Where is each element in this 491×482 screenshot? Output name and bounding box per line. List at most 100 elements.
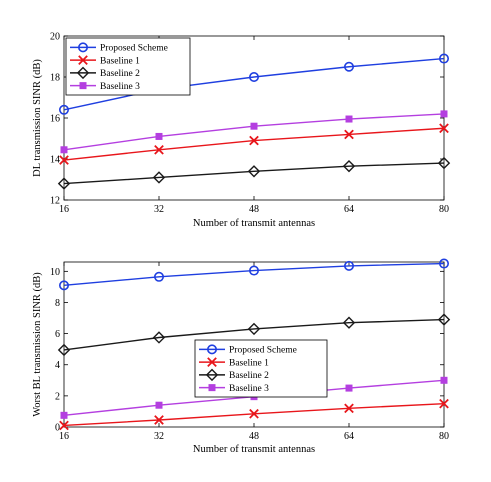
data-point <box>344 129 354 140</box>
data-point <box>155 132 163 140</box>
data-point <box>437 313 451 326</box>
y-tick-label: 18 <box>50 73 60 84</box>
x-axis-label: Number of transmit antennas <box>193 444 315 455</box>
data-point <box>437 156 451 170</box>
data-point <box>58 280 69 291</box>
legend-label: Baseline 1 <box>229 358 269 368</box>
data-point <box>247 322 261 336</box>
x-tick-label: 64 <box>344 431 354 442</box>
legend-marker <box>208 384 216 392</box>
series-3 <box>57 156 451 190</box>
data-point <box>250 122 258 130</box>
legend-item: Proposed Scheme <box>199 344 297 356</box>
y-tick-label: 8 <box>55 298 60 309</box>
data-point <box>440 110 448 118</box>
data-point <box>439 123 449 134</box>
data-point <box>58 104 69 115</box>
data-point <box>343 61 354 72</box>
legend-marker <box>207 344 218 355</box>
series-4 <box>60 110 448 154</box>
data-point <box>438 53 449 64</box>
data-point <box>249 408 259 419</box>
legend-label: Baseline 2 <box>229 371 269 381</box>
legend-label: Baseline 1 <box>100 56 140 66</box>
x-tick-label: 16 <box>59 204 69 215</box>
series-2 <box>59 398 449 431</box>
legend-item: Baseline 2 <box>70 66 140 80</box>
data-point <box>438 258 449 269</box>
series-line <box>63 162 445 185</box>
data-point <box>154 415 164 425</box>
x-tick-label: 16 <box>59 431 69 442</box>
legend-item: Proposed Scheme <box>70 42 168 54</box>
legend-item: Baseline 1 <box>199 357 269 368</box>
legend-marker <box>78 55 88 65</box>
legend-marker <box>78 42 89 53</box>
data-point <box>249 265 260 276</box>
y-tick-label: 6 <box>55 329 60 340</box>
legend-label: Baseline 2 <box>100 69 140 79</box>
data-point <box>440 376 448 384</box>
data-point <box>57 343 71 357</box>
legend-label: Baseline 3 <box>100 82 140 92</box>
x-tick-label: 32 <box>154 431 164 442</box>
legend-item: Baseline 3 <box>199 384 269 394</box>
y-axis-label: Worst BL transmission SINR (dB) <box>32 272 43 417</box>
chart-panel-2: 16 32 48 64 80 0 2 4 6 8 10 Number of transmit ante… <box>32 258 451 455</box>
series-1 <box>58 53 449 115</box>
legend-label: Baseline 3 <box>229 384 269 394</box>
data-point <box>439 398 449 409</box>
data-point <box>249 72 260 83</box>
legend: Proposed Scheme Baseline 1 Baseline 2 Basel… <box>194 339 328 398</box>
series-line <box>63 262 445 287</box>
data-point <box>342 159 356 173</box>
y-tick-label: 20 <box>50 32 60 43</box>
data-point <box>154 271 165 282</box>
data-point <box>343 260 354 271</box>
series-line <box>63 318 445 351</box>
data-point <box>60 411 68 419</box>
data-point <box>247 165 261 178</box>
x-tick-label: 64 <box>344 204 354 215</box>
data-point <box>60 146 68 154</box>
chart-panel-1: 16 32 48 64 80 12 14 16 18 20 Number of transmit a… <box>32 32 451 229</box>
x-tick-label: 48 <box>249 431 259 442</box>
x-tick-label: 80 <box>439 431 449 442</box>
legend-marker <box>205 368 219 382</box>
data-point <box>345 384 353 392</box>
data-point <box>152 331 166 344</box>
data-point <box>344 403 354 414</box>
data-point <box>154 144 164 155</box>
x-tick-label: 80 <box>439 204 449 215</box>
data-point <box>249 135 259 146</box>
x-tick-label: 48 <box>249 204 259 215</box>
legend-marker <box>79 82 87 90</box>
data-point <box>345 115 353 123</box>
y-tick-label: 10 <box>50 267 60 278</box>
y-tick-label: 16 <box>50 114 60 125</box>
series-2 <box>59 123 449 165</box>
x-tick-label: 32 <box>154 204 164 215</box>
legend-label: Proposed Scheme <box>229 346 297 356</box>
legend-item: Baseline 1 <box>70 55 140 66</box>
series-line <box>63 57 445 111</box>
series-1 <box>58 258 449 291</box>
y-axis-label: DL transmission SINR (dB) <box>32 59 43 177</box>
legend-item: Baseline 2 <box>199 368 269 382</box>
y-tick-label: 0 <box>55 423 60 434</box>
x-axis-label: Number of transmit antennas <box>193 218 315 229</box>
y-tick-label: 12 <box>50 196 60 207</box>
legend-marker <box>207 357 217 367</box>
series-3 <box>57 313 451 357</box>
legend-label: Proposed Scheme <box>100 44 168 54</box>
data-point <box>152 171 166 184</box>
legend-item: Baseline 3 <box>70 82 140 92</box>
data-point <box>59 155 69 165</box>
data-point <box>342 316 356 329</box>
data-point <box>57 177 71 190</box>
legend: Proposed Scheme Baseline 1 Baseline 2 Basel… <box>65 37 191 96</box>
legend-marker <box>76 66 90 80</box>
y-tick-label: 14 <box>50 155 60 166</box>
y-tick-label: 2 <box>55 391 60 402</box>
